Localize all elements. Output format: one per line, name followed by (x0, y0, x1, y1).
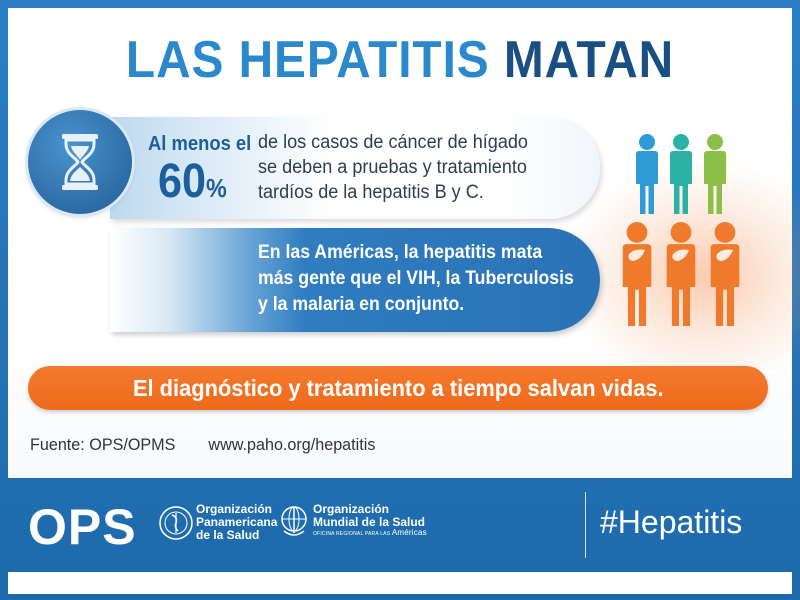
stat-percentage: 60% (158, 154, 227, 209)
stat-line: de los casos de cáncer de hígado (258, 132, 528, 153)
person-icon (636, 134, 658, 214)
people-illustration (622, 134, 740, 326)
page-title: LAS HEPATITIS MATAN (32, 30, 768, 90)
title-part-2: MATAN (503, 31, 675, 89)
hashtag[interactable]: #Hepatitis (600, 504, 743, 540)
stat-banner (110, 117, 600, 219)
who-regional-label: OFICINA REGIONAL PARA LAS (313, 531, 391, 537)
stat-line: se deben a pruebas y tratamiento (258, 157, 527, 178)
americas-description: En las Américas, la hepatitis mata más g… (258, 240, 574, 318)
bottom-strip (8, 572, 792, 594)
stat-lead: Al menos el (148, 133, 252, 155)
person-icon (710, 222, 740, 326)
cta-banner: El diagnóstico y tratamiento a tiempo sa… (28, 366, 768, 410)
stat-percent-sign: % (206, 173, 227, 203)
americas-line: y la malaria en conjunto. (258, 294, 465, 315)
source-line: Fuente: OPS/OPMS www.paho.org/hepatitis (30, 435, 375, 455)
stat-line: tardíos de la hepatitis B y C. (258, 182, 484, 203)
title-part-1: LAS HEPATITIS (125, 31, 490, 89)
footer-divider (585, 492, 586, 558)
americas-line: más gente que el VIH, la Tuberculosis (258, 268, 574, 289)
source-label: Fuente: OPS/OPMS (30, 435, 176, 454)
person-icon (622, 222, 652, 326)
liver-icon (716, 249, 733, 261)
liver-icon (628, 249, 645, 261)
paho-name-line: Panamericana (196, 515, 278, 529)
paho-name-line: de la Salud (196, 528, 260, 542)
hourglass-badge (28, 110, 132, 214)
who-americas: Américas (391, 528, 427, 537)
hourglass-icon (62, 134, 98, 190)
paho-emblem-icon (159, 506, 193, 540)
person-icon (666, 222, 696, 326)
who-emblem-icon (281, 506, 307, 536)
liver-icon (672, 249, 689, 261)
person-icon (670, 134, 692, 214)
who-regional-office: OFICINA REGIONAL PARA LAS Américas (313, 529, 427, 538)
stat-description: de los casos de cáncer de hígado se debe… (258, 130, 572, 205)
who-name-line: Organización (313, 502, 390, 516)
who-name: Organización Mundial de la Salud OFICINA… (313, 503, 427, 538)
americas-line: En las Américas, la hepatitis mata (258, 242, 543, 263)
who-name-line: Mundial de la Salud (313, 515, 426, 529)
person-icon (704, 134, 726, 214)
cta-text: El diagnóstico y tratamiento a tiempo sa… (132, 375, 664, 401)
americas-banner (110, 228, 600, 332)
paho-name: Organización Panamericana de la Salud (196, 503, 277, 542)
source-url-link[interactable]: www.paho.org/hepatitis (208, 435, 376, 454)
ops-logo: OPS (28, 499, 137, 555)
stat-number: 60 (158, 155, 207, 208)
paho-name-line: Organización (196, 502, 273, 516)
